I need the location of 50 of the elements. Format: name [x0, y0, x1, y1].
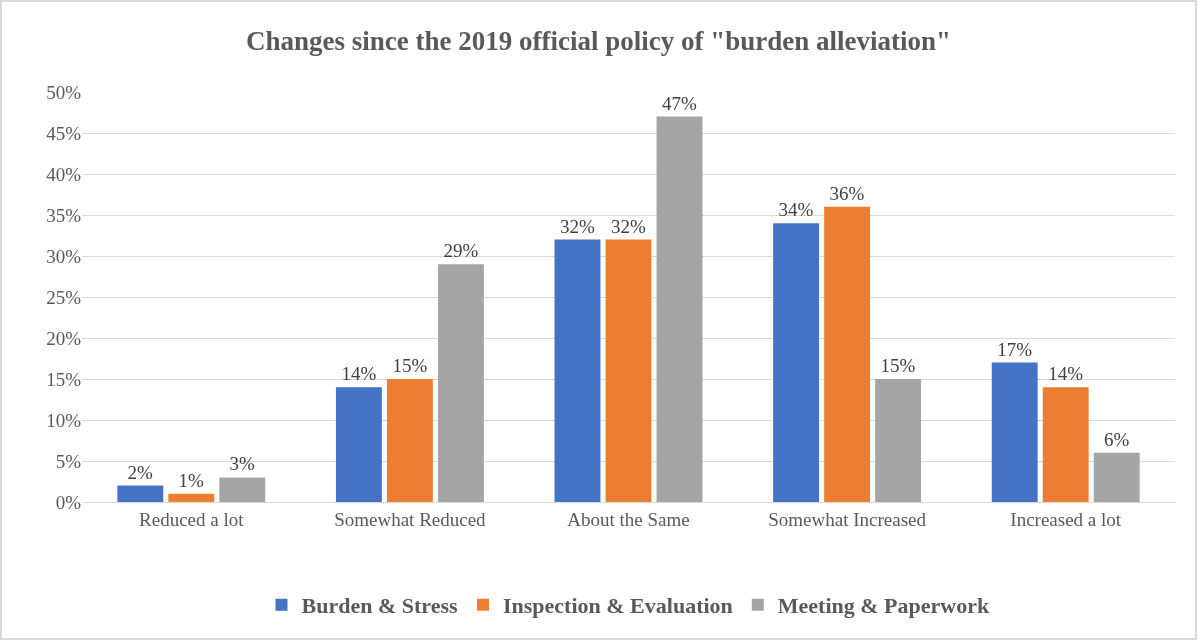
- bar: [875, 379, 922, 502]
- bar: [335, 387, 382, 502]
- data-label: 15%: [392, 355, 428, 376]
- data-label: 2%: [127, 461, 154, 483]
- data-label: 32%: [611, 215, 646, 237]
- data-label: 32%: [559, 215, 595, 237]
- data-label: 47%: [662, 92, 698, 114]
- y-tick-label: 20%: [46, 327, 82, 349]
- y-tick-label: 25%: [46, 286, 82, 308]
- bar: [1093, 452, 1140, 502]
- data-label: 36%: [829, 182, 865, 204]
- y-tick-label: 30%: [46, 245, 82, 267]
- bar: [117, 485, 164, 502]
- bar: [605, 239, 652, 502]
- chart-title: Changes since the 2019 official policy of "burden alleviation": [246, 25, 951, 56]
- x-tick-label: Increased a lot: [1010, 508, 1122, 530]
- data-label: 29%: [443, 240, 479, 262]
- legend-label: Inspection & Evaluation: [502, 593, 733, 619]
- x-tick-label: Reduced a lot: [139, 508, 245, 530]
- x-tick-label: Somewhat Reduced: [334, 508, 487, 530]
- data-label: 14%: [341, 363, 377, 385]
- bar: [554, 239, 601, 502]
- data-label: 6%: [1103, 428, 1130, 450]
- bar: [437, 264, 484, 502]
- legend-label: Burden & Stress: [301, 593, 458, 619]
- y-tick-label: 15%: [46, 368, 82, 390]
- y-tick-label: 5%: [55, 450, 82, 472]
- bar: [656, 116, 703, 502]
- y-tick-label: 50%: [46, 81, 82, 103]
- bar: [386, 379, 433, 502]
- data-label: 14%: [1048, 363, 1084, 385]
- y-tick-label: 40%: [46, 163, 82, 185]
- data-label: 34%: [778, 199, 814, 221]
- y-tick-label: 35%: [46, 204, 82, 226]
- data-label: 15%: [880, 355, 916, 376]
- data-label: 1%: [178, 469, 205, 491]
- y-tick-label: 10%: [46, 409, 82, 431]
- bar: [168, 493, 215, 502]
- x-tick-label: About the Same: [567, 508, 690, 530]
- x-tick-label: Somewhat Increased: [768, 508, 927, 530]
- bar: [773, 223, 820, 502]
- data-label: 17%: [997, 338, 1033, 360]
- legend-label: Meeting & Paperwork: [777, 593, 990, 619]
- data-label: 3%: [229, 453, 256, 475]
- bar: [824, 206, 871, 502]
- bar: [991, 362, 1038, 502]
- y-tick-label: 0%: [55, 491, 82, 513]
- bar: [1042, 387, 1089, 502]
- y-tick-label: 45%: [46, 122, 82, 144]
- bar: [219, 477, 266, 502]
